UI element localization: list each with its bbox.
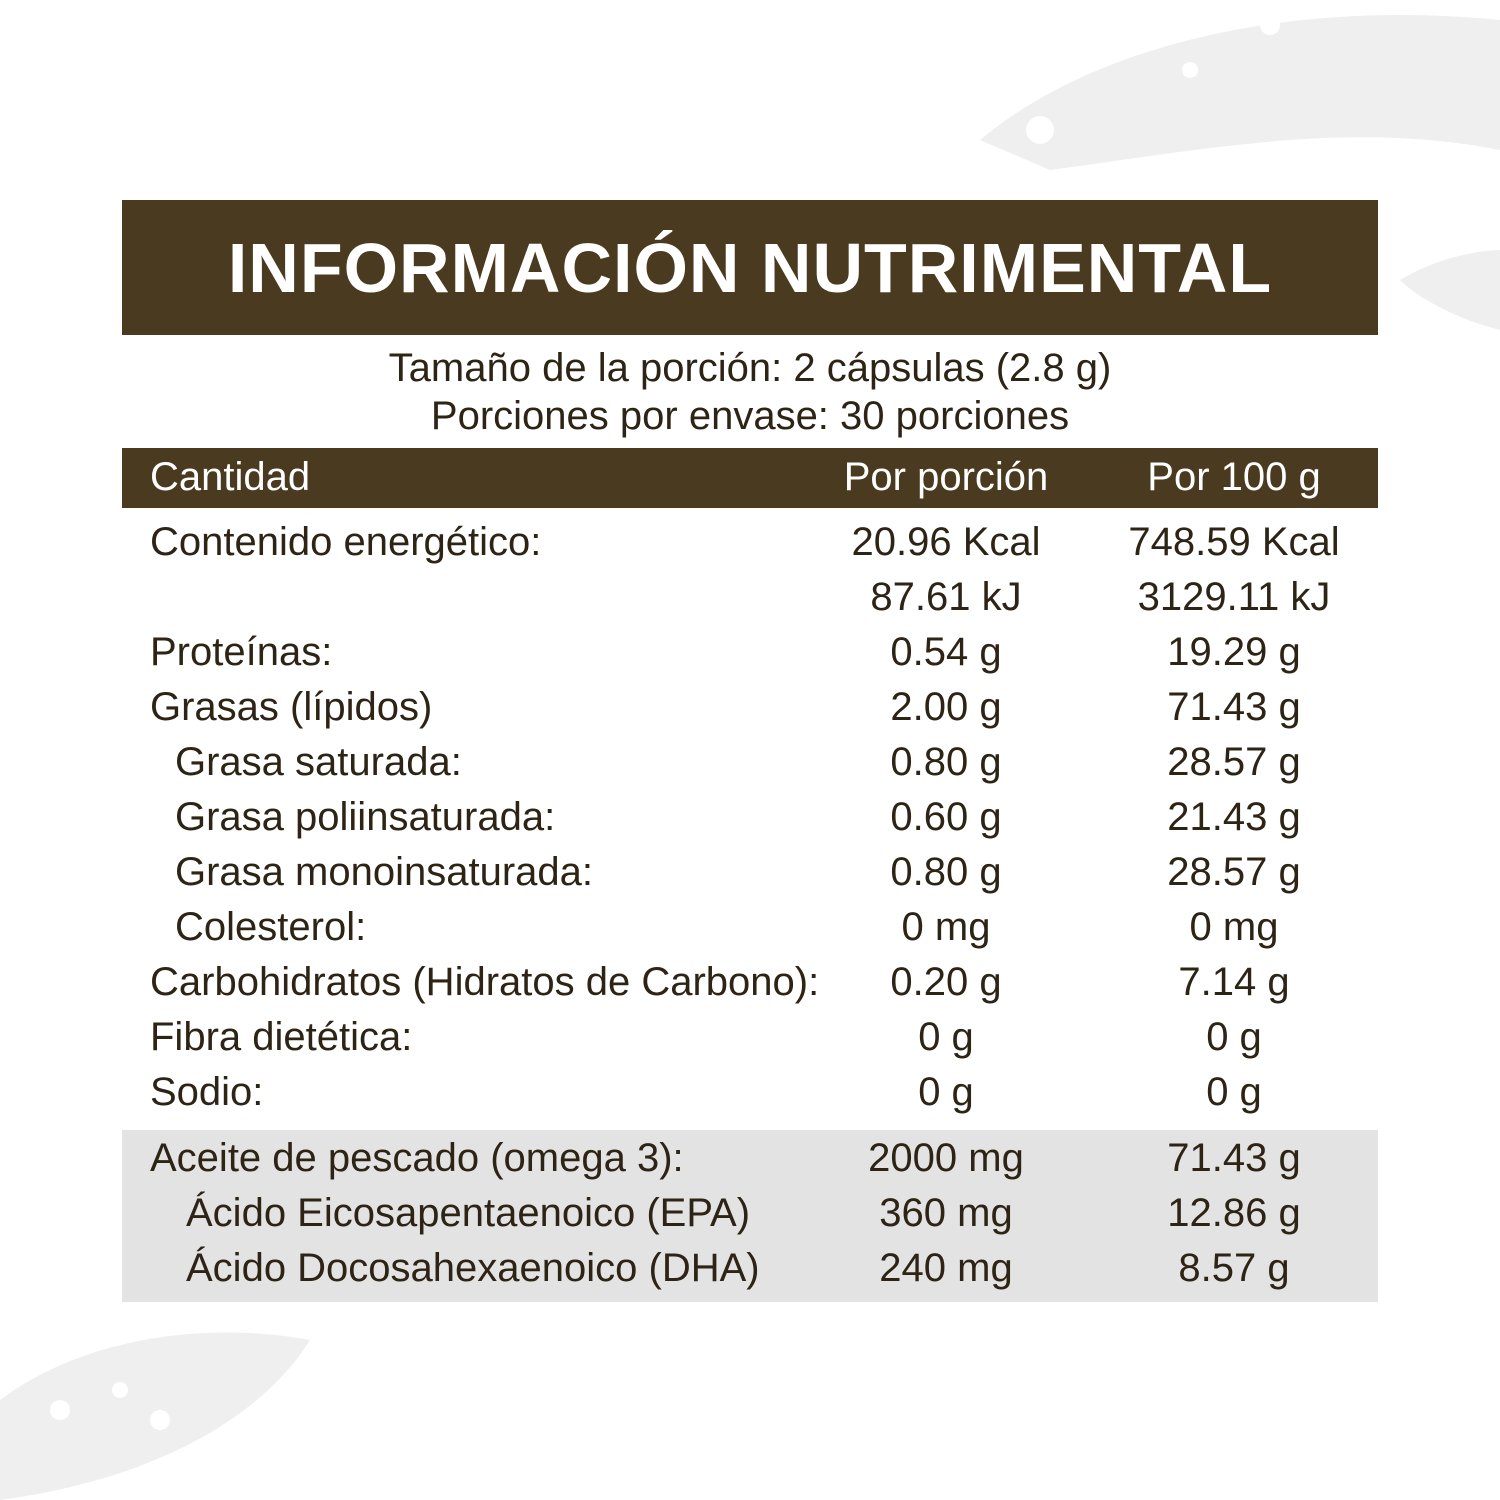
row-label: Grasa poliinsaturada: [175, 795, 556, 839]
per-100g-value: 19.29 g [1167, 630, 1301, 674]
per-portion-value: 0 g [918, 1070, 974, 1114]
row-label: Contenido energético: [150, 520, 542, 564]
per-portion-value: 87.61 kJ [870, 575, 1022, 619]
row-label: Grasa saturada: [175, 740, 462, 784]
per-portion-value: 360 mg [879, 1191, 1013, 1235]
omega-section [122, 1130, 1378, 1302]
per-100g-value: 21.43 g [1167, 795, 1301, 839]
row-label: Grasa monoinsaturada: [175, 850, 594, 894]
row-label: Grasas (lípidos) [150, 685, 433, 729]
per-portion-value: 0 g [918, 1015, 974, 1059]
header-cell: Por 100 g [1147, 455, 1321, 499]
row-label: Proteínas: [150, 630, 333, 674]
title: INFORMACIÓN NUTRIMENTAL [227, 229, 1273, 307]
omega-label: Aceite de pescado (omega 3): [150, 1136, 684, 1180]
row-label: Carbohidratos (Hidratos de Carbono): [150, 960, 820, 1004]
per-portion-value: 20.96 Kcal [851, 520, 1041, 564]
per-100g-value: 748.59 Kcal [1128, 520, 1340, 564]
header-cell: Cantidad [150, 455, 311, 499]
per-portion-value: 0.80 g [890, 740, 1002, 784]
per-100g-value: 7.14 g [1178, 960, 1290, 1004]
header-cell: Por porción [843, 455, 1049, 499]
per-portion-value: 240 mg [879, 1246, 1013, 1290]
omega-label: Ácido Eicosapentaenoico (EPA) [186, 1191, 751, 1235]
per-100g-value: 28.57 g [1167, 740, 1301, 784]
per-100g-value: 71.43 g [1167, 1136, 1301, 1180]
per-100g-value: 0 g [1206, 1070, 1262, 1114]
row-label: Sodio: [150, 1070, 264, 1114]
serving-size: Tamaño de la porción: 2 cápsulas (2.8 g) [388, 346, 1112, 390]
per-portion-value: 2000 mg [868, 1136, 1024, 1180]
per-100g-value: 8.57 g [1178, 1246, 1290, 1290]
per-100g-value: 0 g [1206, 1015, 1262, 1059]
per-100g-value: 28.57 g [1167, 850, 1301, 894]
per-portion-value: 0 mg [901, 905, 991, 949]
row-label: Fibra dietética: [150, 1015, 413, 1059]
servings-per-container: Porciones por envase: 30 porciones [430, 394, 1070, 438]
header-bar [122, 448, 1378, 508]
per-100g-value: 3129.11 kJ [1137, 575, 1331, 619]
per-portion-value: 0.54 g [890, 630, 1002, 674]
per-100g-value: 12.86 g [1167, 1191, 1301, 1235]
per-portion-value: 0.60 g [890, 795, 1002, 839]
per-portion-value: 2.00 g [890, 685, 1002, 729]
per-portion-value: 0.80 g [890, 850, 1002, 894]
per-100g-value: 71.43 g [1167, 685, 1301, 729]
per-portion-value: 0.20 g [890, 960, 1002, 1004]
title-bar [122, 200, 1378, 335]
row-label: Colesterol: [175, 905, 367, 949]
per-100g-value: 0 mg [1189, 905, 1279, 949]
omega-label: Ácido Docosahexaenoico (DHA) [186, 1246, 760, 1290]
